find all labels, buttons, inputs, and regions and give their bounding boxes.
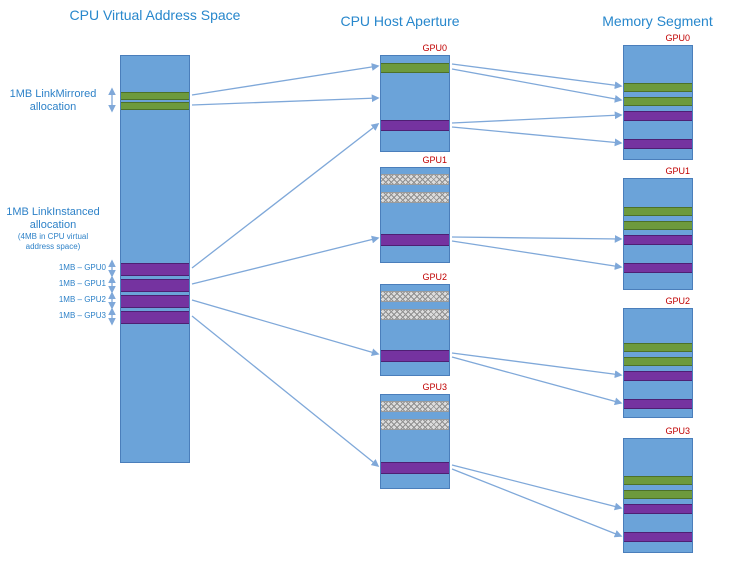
memory-box-gpu2-stripe-purple-3 (624, 399, 692, 409)
aperture-box-gpu3-stripe-purple-2 (381, 462, 449, 474)
memory-box-gpu1-stripe-green-1 (624, 221, 692, 230)
aperture-box-gpu1 (380, 167, 450, 263)
aperture-gpu0-purple-to-memory-gpu0-b (451, 126, 623, 147)
aperture-box-gpu1-stripe-hatch-1 (381, 192, 449, 203)
va-purple1-to-aperture-gpu1 (191, 235, 380, 285)
va-green-to-aperture-gpu0-b (191, 94, 380, 106)
aperture-box-gpu0-stripe-purple-1 (381, 120, 449, 131)
memory-box-gpu0-stripe-purple-3 (624, 139, 692, 149)
memory-box-gpu0-title: GPU0 (665, 33, 690, 43)
va-green-to-aperture-gpu0-a (191, 63, 380, 96)
memory-box-gpu1-stripe-green-0 (624, 207, 692, 216)
cpu-va-box-stripe-green-1 (121, 102, 189, 110)
row-label-gpu0: 1MB – GPU0 (58, 263, 106, 272)
aperture-box-gpu0 (380, 55, 450, 152)
aperture-box-gpu2-stripe-hatch-1 (381, 309, 449, 320)
aperture-box-gpu1-stripe-hatch-0 (381, 174, 449, 185)
memory-box-gpu3-stripe-purple-2 (624, 504, 692, 514)
linkinstanced-note-line2: address space) (25, 242, 81, 251)
memory-box-gpu0 (623, 45, 693, 160)
heading-memory-segment: Memory Segment (602, 13, 713, 29)
cpu-va-box (120, 55, 190, 463)
aperture-box-gpu1-stripe-purple-2 (381, 234, 449, 246)
aperture-gpu0-green-to-memory-gpu0-b (451, 68, 623, 103)
aperture-box-gpu3 (380, 394, 450, 489)
linkinstanced-note-line1: (4MB in CPU virtual (17, 232, 89, 241)
linkmirrored-label-line1: 1MB LinkMirrored (9, 88, 97, 100)
aperture-box-gpu2-stripe-hatch-0 (381, 291, 449, 302)
heading-cpu-host-aperture: CPU Host Aperture (340, 13, 460, 29)
memory-box-gpu1-stripe-purple-3 (624, 263, 692, 273)
memory-box-gpu0-stripe-purple-2 (624, 111, 692, 121)
va-purple0-to-aperture-gpu0 (191, 123, 380, 269)
linkmirrored-label-line2: allocation (29, 101, 77, 113)
row-label-gpu3: 1MB – GPU3 (58, 311, 106, 320)
aperture-gpu3-purple-to-memory-gpu3-b (451, 468, 623, 538)
memory-box-gpu3-stripe-purple-3 (624, 532, 692, 542)
memory-box-gpu1 (623, 178, 693, 290)
aperture-gpu0-green-to-memory-gpu0-a (451, 63, 623, 90)
aperture-box-gpu0-title: GPU0 (422, 43, 447, 53)
heading-cpu-virtual-address-space: CPU Virtual Address Space (69, 7, 241, 23)
linkinstanced-label: 1MB LinkInstanced allocation (4MB in CPU… (0, 206, 106, 252)
cpu-va-box-stripe-green-0 (121, 92, 189, 100)
va-purple3-to-aperture-gpu3 (191, 315, 380, 467)
cpu-va-box-stripe-purple-5 (121, 311, 189, 324)
aperture-box-gpu1-title: GPU1 (422, 155, 447, 165)
aperture-gpu2-purple-to-memory-gpu2-a (451, 352, 623, 379)
memory-box-gpu1-stripe-purple-2 (624, 235, 692, 245)
memory-box-gpu0-stripe-green-0 (624, 83, 692, 92)
row-label-gpu1: 1MB – GPU1 (58, 279, 106, 288)
aperture-gpu2-purple-to-memory-gpu2-b (451, 356, 623, 406)
memory-box-gpu2-title: GPU2 (665, 296, 690, 306)
memory-box-gpu3-stripe-green-0 (624, 476, 692, 485)
cpu-va-box-stripe-purple-4 (121, 295, 189, 308)
aperture-gpu1-purple-to-memory-gpu1-b (451, 240, 623, 270)
memory-box-gpu0-stripe-green-1 (624, 97, 692, 106)
row-label-gpu2: 1MB – GPU2 (58, 295, 106, 304)
linkinstanced-label-line1: 1MB LinkInstanced (6, 206, 100, 218)
linkinstanced-label-line2: allocation (29, 219, 77, 231)
aperture-box-gpu0-stripe-green-0 (381, 63, 449, 73)
memory-box-gpu2-stripe-green-1 (624, 357, 692, 366)
cpu-va-box-stripe-purple-2 (121, 263, 189, 276)
memory-box-gpu2-stripe-purple-2 (624, 371, 692, 381)
cpu-va-box-stripe-purple-3 (121, 279, 189, 292)
aperture-gpu0-purple-to-memory-gpu0-a (451, 111, 623, 124)
va-purple2-to-aperture-gpu2 (191, 299, 380, 357)
aperture-box-gpu3-stripe-hatch-1 (381, 419, 449, 430)
memory-box-gpu3 (623, 438, 693, 553)
memory-box-gpu1-title: GPU1 (665, 166, 690, 176)
aperture-gpu1-purple-to-memory-gpu1-a (451, 235, 623, 243)
linkmirrored-label: 1MB LinkMirrored allocation (0, 88, 106, 114)
aperture-box-gpu2-stripe-purple-2 (381, 350, 449, 362)
memory-box-gpu2-stripe-green-0 (624, 343, 692, 352)
memory-box-gpu3-stripe-green-1 (624, 490, 692, 499)
aperture-box-gpu3-stripe-hatch-0 (381, 401, 449, 412)
memory-box-gpu3-title: GPU3 (665, 426, 690, 436)
aperture-box-gpu2 (380, 284, 450, 376)
aperture-box-gpu3-title: GPU3 (422, 382, 447, 392)
aperture-gpu3-purple-to-memory-gpu3-a (451, 464, 623, 511)
aperture-box-gpu2-title: GPU2 (422, 272, 447, 282)
memory-box-gpu2 (623, 308, 693, 418)
